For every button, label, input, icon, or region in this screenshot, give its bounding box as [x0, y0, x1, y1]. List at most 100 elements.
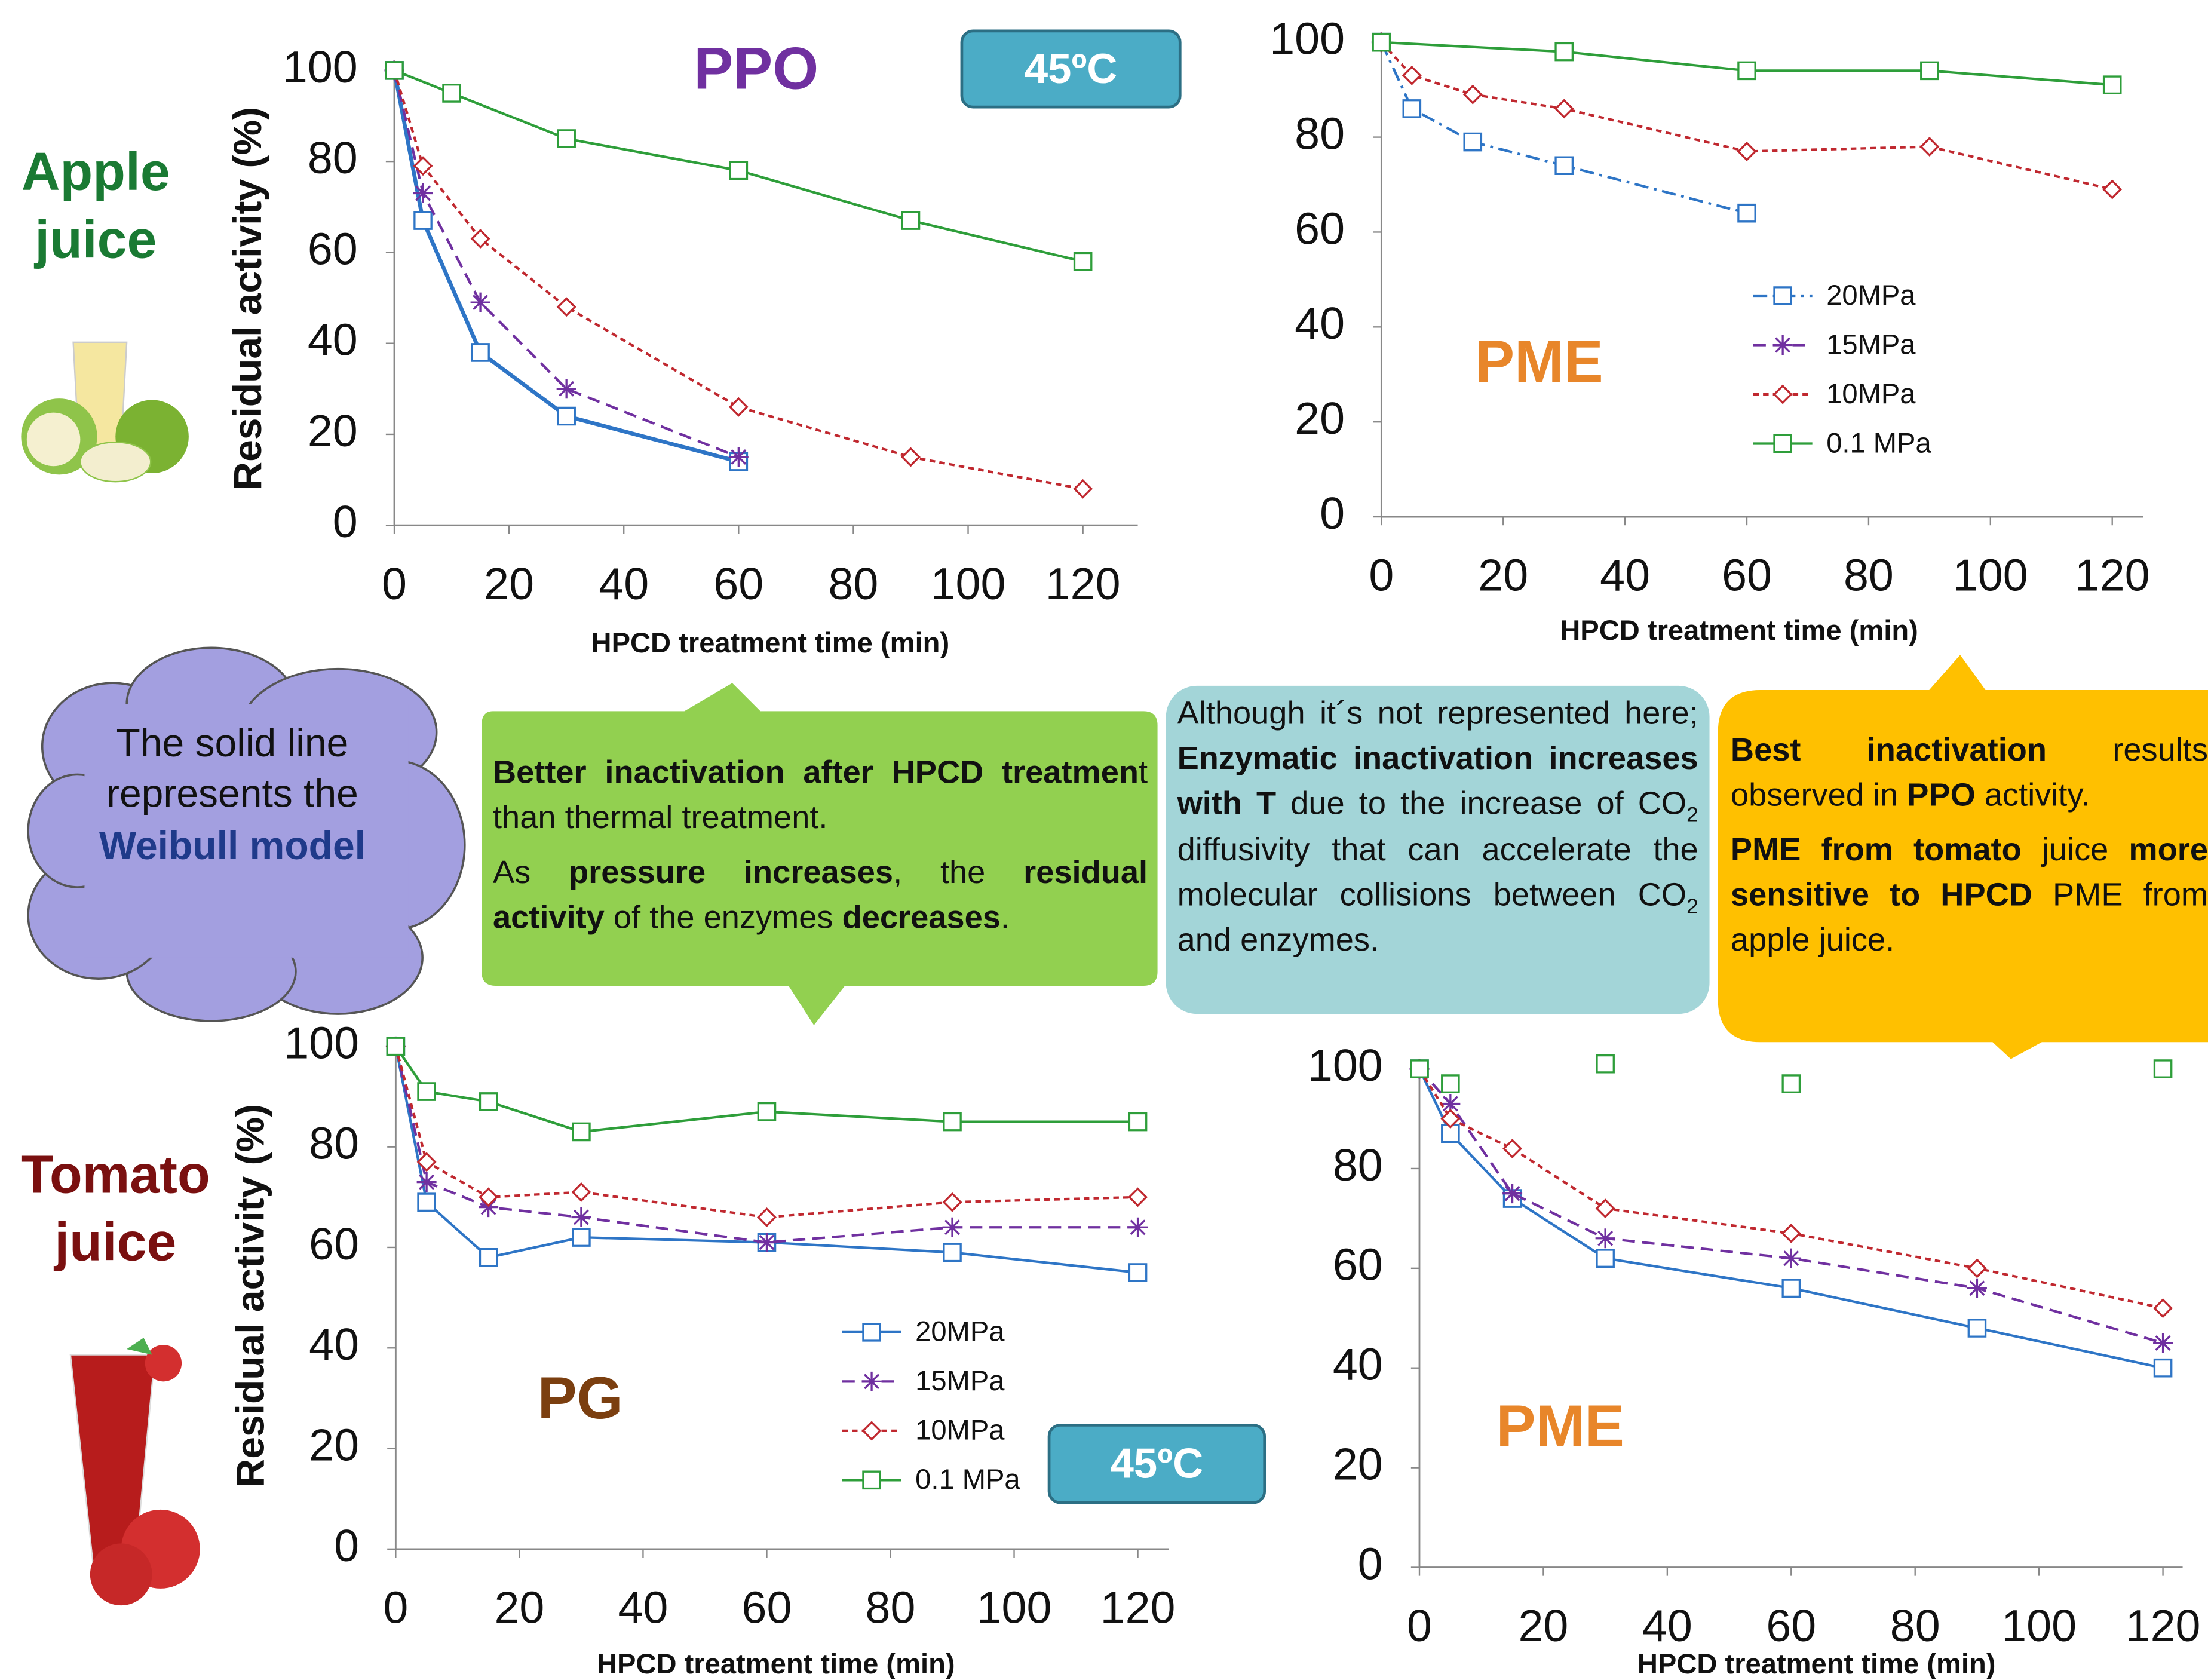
text-run: Weibull model — [99, 823, 366, 867]
data-point — [1967, 1279, 1987, 1298]
text-run: due to the increase of CO — [1276, 785, 1686, 821]
data-point — [1504, 1140, 1520, 1157]
y-tick-label: 60 — [309, 1219, 359, 1269]
y-tick-label: 100 — [284, 1017, 359, 1068]
x-tick-label: 80 — [866, 1582, 916, 1632]
data-point — [1597, 1200, 1614, 1217]
text-run: of the enzymes — [605, 899, 842, 935]
data-point — [902, 449, 919, 465]
x-tick-label: 120 — [2126, 1601, 2201, 1651]
series-line — [1419, 1069, 2163, 1343]
data-point — [471, 293, 490, 312]
data-point — [418, 1194, 435, 1210]
text-run: As — [493, 854, 569, 891]
x-tick-label: 40 — [1600, 550, 1650, 600]
x-tick-label: 120 — [1100, 1582, 1176, 1632]
data-point — [943, 1218, 962, 1237]
text-run: 2 — [1686, 804, 1698, 828]
data-point — [1738, 205, 1755, 222]
text-run: Better inactivation after HPCD treatmen — [493, 753, 1139, 790]
series-line — [395, 1046, 1137, 1217]
data-point — [1921, 138, 1938, 155]
apple-juice-icon — [21, 342, 188, 482]
x-tick-label: 80 — [828, 559, 878, 609]
text-run: PME from tomato — [1731, 832, 2022, 868]
text-run: 2 — [1686, 895, 1698, 919]
data-point — [386, 62, 403, 79]
data-point — [2154, 1060, 2171, 1077]
badge-label: 45ºC — [1111, 1440, 1204, 1487]
paragraph: PME from tomato juice more sensitive to … — [1731, 829, 2208, 962]
y-tick-label: 0 — [1320, 488, 1345, 538]
x-tick-label: 60 — [742, 1582, 792, 1632]
y-axis-label: Residual activity (%) — [225, 107, 269, 490]
y-tick-label: 40 — [308, 315, 358, 365]
x-tick-label: 20 — [1518, 1601, 1568, 1651]
x-tick-label: 100 — [2001, 1601, 2077, 1651]
data-point — [573, 1184, 590, 1200]
x-axis-label: HPCD treatment time (min) — [1637, 1648, 1996, 1679]
data-point — [1556, 157, 1572, 174]
y-axis-label: Residual activity (%) — [228, 1104, 272, 1488]
legend-marker — [863, 1423, 880, 1439]
data-point — [757, 1233, 777, 1252]
data-point — [944, 1194, 961, 1210]
data-point — [573, 1229, 590, 1246]
note-green: Better inactivation after HPCD treatment… — [493, 750, 1148, 952]
data-point — [730, 162, 747, 179]
x-axis-label: HPCD treatment time (min) — [1560, 614, 1918, 646]
text-run: and enzymes. — [1177, 921, 1379, 957]
note-blue: Although it´s not represented here; Enzy… — [1177, 690, 1698, 973]
x-tick-label: 60 — [1766, 1601, 1816, 1651]
data-point — [758, 1103, 775, 1120]
text-run: The solid line represents the — [106, 721, 358, 816]
legend-label: 15MPa — [1826, 328, 1916, 360]
y-tick-label: 80 — [309, 1118, 359, 1169]
legend-label: 10MPa — [915, 1414, 1005, 1446]
data-point — [480, 1093, 496, 1110]
paragraph: As pressure increases, the residual acti… — [493, 851, 1148, 941]
legend-label: 20MPa — [915, 1316, 1005, 1347]
legend-label: 10MPa — [1826, 378, 1916, 409]
data-point — [1556, 43, 1572, 60]
y-tick-label: 100 — [283, 42, 358, 92]
data-point — [415, 212, 431, 229]
data-point — [2154, 1360, 2171, 1377]
legend-label: 0.1 MPa — [915, 1463, 1020, 1495]
data-point — [1128, 1218, 1148, 1237]
series-line — [1381, 42, 1747, 213]
paragraph: Better inactivation after HPCD treatment… — [493, 750, 1148, 840]
y-tick-label: 100 — [1269, 14, 1345, 64]
data-point — [571, 1207, 591, 1227]
legend-marker — [1774, 287, 1791, 304]
data-point — [1968, 1320, 1985, 1336]
data-point — [480, 1189, 496, 1206]
data-point — [1464, 133, 1481, 150]
x-tick-label: 100 — [977, 1582, 1052, 1632]
x-tick-label: 100 — [1953, 550, 2028, 600]
y-tick-label: 40 — [309, 1319, 359, 1369]
data-point — [2104, 181, 2121, 198]
data-point — [418, 1083, 435, 1100]
legend-label: 15MPa — [915, 1365, 1005, 1396]
data-point — [1597, 1250, 1614, 1267]
data-point — [480, 1249, 496, 1266]
data-point — [1783, 1075, 1799, 1092]
x-tick-label: 40 — [1642, 1601, 1692, 1651]
data-point — [1921, 62, 1938, 79]
paragraph: Best inactivation results observed in PP… — [1731, 728, 2208, 818]
y-tick-label: 20 — [309, 1420, 359, 1470]
data-point — [387, 1038, 404, 1054]
data-point — [2154, 1299, 2171, 1316]
y-tick-label: 0 — [1358, 1538, 1383, 1589]
x-tick-label: 100 — [931, 559, 1006, 609]
tomato-label: Tomato juice — [0, 1143, 231, 1277]
series-line — [394, 70, 1083, 489]
text-run: , the — [893, 854, 1023, 891]
y-tick-label: 20 — [308, 406, 358, 456]
y-tick-label: 0 — [334, 1520, 359, 1571]
data-point — [1556, 100, 1572, 117]
data-point — [1596, 1228, 1615, 1248]
apple-label: Apple juice — [0, 141, 192, 275]
x-tick-label: 0 — [383, 1582, 408, 1632]
